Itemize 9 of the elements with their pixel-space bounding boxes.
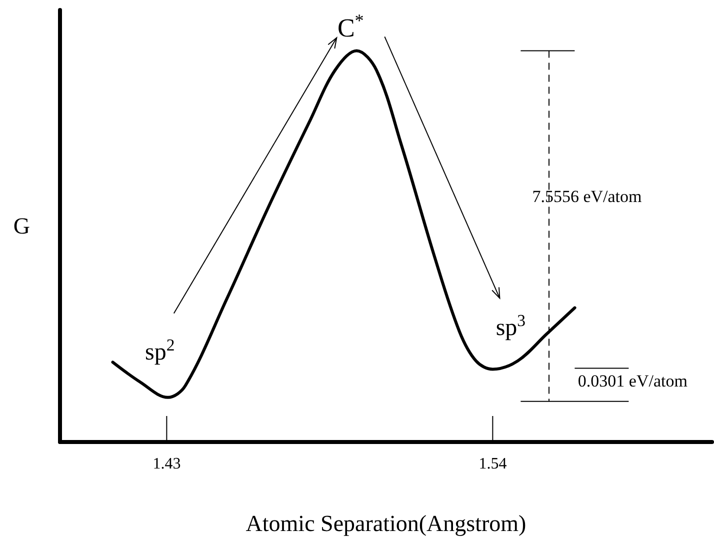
y-axis-title: G xyxy=(13,214,30,238)
annotation: 0.0301 eV/atom xyxy=(578,371,688,390)
x-axis-title: Atomic Separation(Angstrom) xyxy=(246,511,526,536)
annotation: sp$^{3}$ xyxy=(496,310,526,342)
annotation: sp$^{2}$ xyxy=(145,334,175,366)
annotation: C$^{*}$ xyxy=(337,10,364,43)
ref-line-label: 7.5556 eV/atom xyxy=(532,187,642,206)
x-tick-label: 1.43 xyxy=(152,456,181,472)
x-tick-label: 1.54 xyxy=(478,456,507,472)
